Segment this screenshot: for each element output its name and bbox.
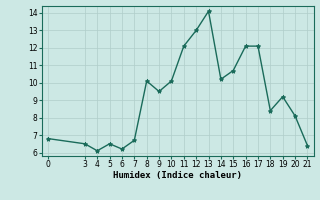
- X-axis label: Humidex (Indice chaleur): Humidex (Indice chaleur): [113, 171, 242, 180]
